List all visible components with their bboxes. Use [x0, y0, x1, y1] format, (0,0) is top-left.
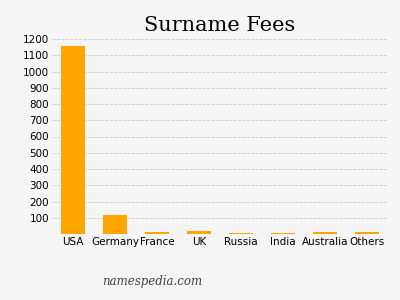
Title: Surname Fees: Surname Fees [144, 16, 296, 35]
Bar [272, 233, 294, 234]
Bar [230, 233, 252, 234]
Bar [146, 232, 168, 234]
Bar [104, 214, 126, 234]
Bar [62, 46, 84, 234]
Bar [314, 232, 336, 234]
Bar [356, 232, 378, 234]
Bar [188, 231, 210, 234]
Text: namespedia.com: namespedia.com [102, 275, 202, 288]
